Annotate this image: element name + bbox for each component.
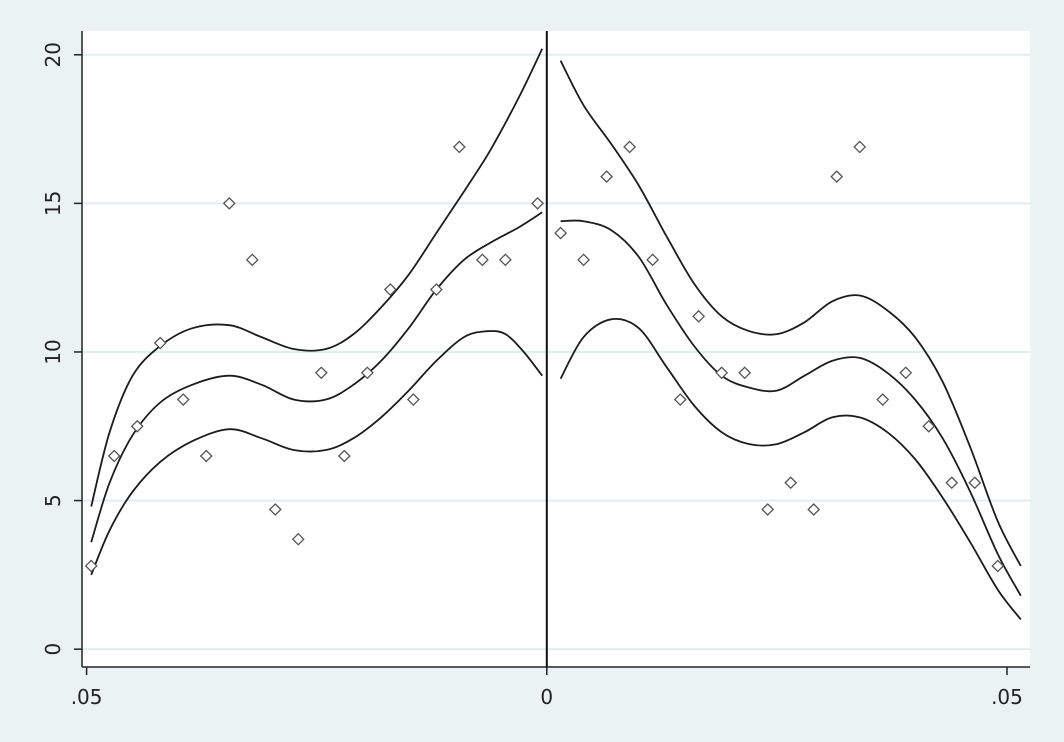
data-point-left: [107, 449, 121, 463]
data-point-right: [807, 503, 821, 516]
data-point-right: [784, 476, 798, 490]
curve-right-lower: [559, 318, 1022, 620]
data-point-left: [475, 253, 489, 267]
data-point-right: [945, 476, 959, 490]
x-tick-label: 0: [540, 685, 553, 709]
data-point-left: [153, 336, 167, 350]
plot-area: [82, 31, 1030, 667]
data-point-right: [577, 253, 591, 267]
data-point-left: [429, 283, 443, 296]
data-point-left: [199, 449, 213, 463]
data-point-right: [715, 366, 729, 380]
y-tick-label: 15: [41, 191, 65, 216]
x-tick-label: .05: [71, 685, 103, 709]
data-point-right: [623, 140, 637, 154]
data-point-left: [337, 449, 351, 463]
data-point-left: [176, 393, 190, 406]
curve-left-lower: [90, 330, 543, 576]
data-point-right: [876, 393, 890, 406]
data-point-right: [968, 476, 982, 490]
data-point-left: [360, 366, 374, 380]
curve-left-fit: [90, 211, 543, 543]
data-point-right: [853, 140, 867, 154]
data-point-left: [222, 196, 236, 210]
data-point-right: [692, 309, 706, 323]
data-point-left: [531, 196, 545, 210]
data-point-left: [314, 366, 328, 380]
data-point-right: [922, 419, 936, 433]
data-point-right: [673, 393, 687, 406]
data-point-right: [738, 366, 752, 380]
data-point-left: [245, 253, 259, 267]
data-point-right: [600, 170, 614, 184]
data-point-left: [498, 253, 512, 267]
data-point-right: [646, 253, 660, 267]
data-point-right: [761, 503, 775, 516]
data-point-left: [452, 140, 466, 154]
curve-left-upper: [90, 48, 544, 507]
data-point-left: [268, 503, 282, 516]
curve-right-upper: [559, 60, 1022, 567]
data-point-left: [383, 283, 397, 296]
data-point-left: [84, 559, 98, 573]
y-tick-label: 20: [41, 42, 65, 67]
y-tick-label: 10: [41, 339, 65, 364]
data-point-left: [406, 393, 420, 406]
data-point-left: [291, 532, 305, 546]
data-point-right: [830, 170, 844, 184]
y-tick-label: 5: [41, 494, 65, 507]
data-point-right: [899, 366, 913, 380]
y-tick-label: 0: [41, 643, 65, 656]
x-tick-label: .05: [991, 685, 1023, 709]
data-point-right: [991, 559, 1005, 573]
data-point-right: [554, 226, 568, 240]
curve-right-fit: [560, 219, 1022, 597]
data-point-left: [130, 419, 144, 433]
